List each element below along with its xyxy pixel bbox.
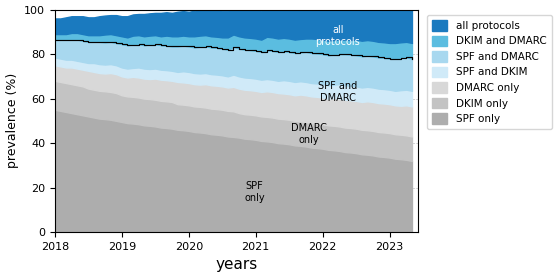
- Text: SPF and
DMARC: SPF and DMARC: [318, 81, 358, 103]
- Text: DMARC
only: DMARC only: [291, 123, 327, 145]
- Text: SPF
only: SPF only: [244, 181, 264, 203]
- X-axis label: years: years: [215, 257, 257, 272]
- Text: all
protocols: all protocols: [316, 26, 360, 47]
- Legend: all protocols, DKIM and DMARC, SPF and DMARC, SPF and DKIM, DMARC only, DKIM onl: all protocols, DKIM and DMARC, SPF and D…: [427, 15, 552, 129]
- Y-axis label: prevalence (%): prevalence (%): [6, 73, 18, 168]
